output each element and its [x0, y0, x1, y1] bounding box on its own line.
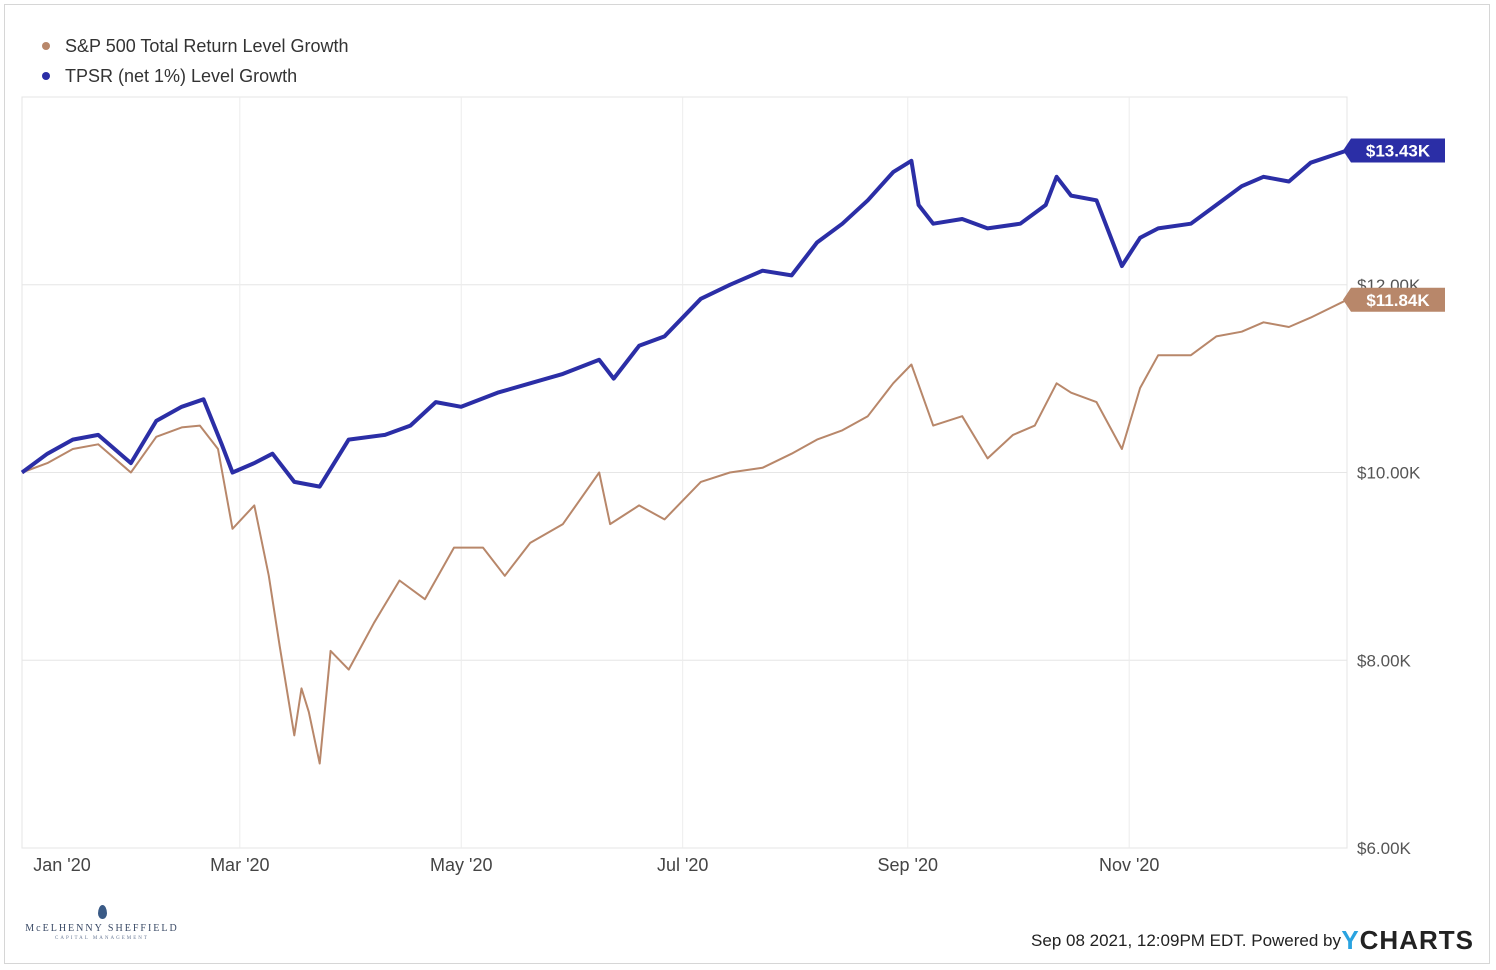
ycharts-logo[interactable]: YCHARTS	[1341, 925, 1474, 956]
legend-dot-tpsr	[42, 72, 50, 80]
legend-item-sp500[interactable]: S&P 500 Total Return Level Growth	[42, 31, 349, 61]
legend: S&P 500 Total Return Level Growth TPSR (…	[42, 31, 349, 91]
brand-drop-icon	[97, 905, 107, 919]
legend-item-tpsr[interactable]: TPSR (net 1%) Level Growth	[42, 61, 349, 91]
ycharts-logo-y: Y	[1341, 925, 1360, 955]
end-value-label-1: $13.43K	[1366, 142, 1431, 161]
brand-logo: McELHENNY SHEFFIELD CAPITAL MANAGEMENT	[22, 905, 182, 941]
x-tick-label: Nov '20	[1099, 855, 1159, 875]
x-tick-label: May '20	[430, 855, 492, 875]
legend-label-sp500: S&P 500 Total Return Level Growth	[65, 35, 349, 56]
y-tick-label: $10.00K	[1357, 464, 1421, 483]
ycharts-logo-text: CHARTS	[1359, 925, 1474, 955]
y-tick-label: $6.00K	[1357, 839, 1412, 858]
x-tick-label: Jul '20	[657, 855, 708, 875]
x-tick-label: Sep '20	[878, 855, 939, 875]
brand-subtitle: CAPITAL MANAGEMENT	[55, 936, 149, 941]
chart-frame	[4, 4, 1490, 964]
end-value-label-0: $11.84K	[1366, 291, 1430, 310]
end-value-tag-1	[1343, 138, 1445, 163]
x-tick-label: Jan '20	[33, 855, 90, 875]
legend-label-tpsr: TPSR (net 1%) Level Growth	[65, 65, 298, 86]
series-line-0[interactable]	[21, 298, 1348, 765]
x-tick-label: Mar '20	[210, 855, 269, 875]
legend-dot-sp500	[42, 42, 50, 50]
series-line-1[interactable]	[20, 148, 1348, 489]
footer-timestamp: Sep 08 2021, 12:09PM EDT. Powered by	[1031, 931, 1341, 950]
y-tick-label: $8.00K	[1357, 651, 1412, 670]
brand-name: McELHENNY SHEFFIELD	[25, 923, 179, 934]
end-value-tag-0	[1343, 287, 1445, 312]
